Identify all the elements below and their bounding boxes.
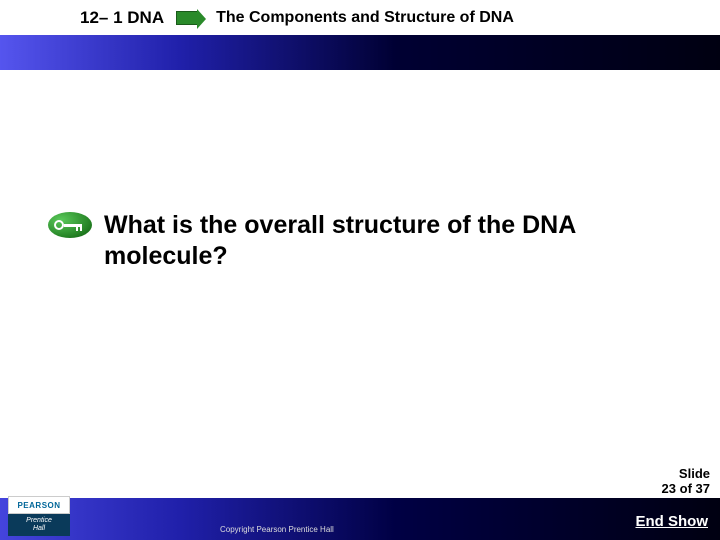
slide-counter: Slide 23 of 37 — [0, 464, 720, 498]
content-area: What is the overall structure of the DNA… — [0, 70, 720, 273]
gradient-divider — [0, 35, 720, 70]
slide-prefix: Slide — [679, 466, 710, 481]
slide-of: of — [680, 481, 692, 496]
arrow-right-icon — [176, 11, 198, 25]
slide-total: 37 — [696, 481, 710, 496]
publisher-logo: PEARSON Prentice Hall — [8, 496, 70, 536]
logo-bottom-text: Prentice Hall — [8, 514, 70, 536]
end-show-button[interactable]: End Show — [636, 513, 709, 530]
section-label: 12– 1 DNA — [80, 8, 164, 28]
logo-top-text: PEARSON — [8, 496, 70, 514]
section-title: The Components and Structure of DNA — [216, 9, 514, 27]
header: 12– 1 DNA The Components and Structure o… — [0, 0, 720, 35]
key-icon — [48, 212, 92, 238]
copyright-text: Copyright Pearson Prentice Hall — [220, 525, 334, 534]
footer: Slide 23 of 37 PEARSON Prentice Hall Cop… — [0, 464, 720, 540]
bottom-bar: PEARSON Prentice Hall Copyright Pearson … — [0, 498, 720, 540]
question-text: What is the overall structure of the DNA… — [104, 210, 664, 273]
slide-current: 23 — [662, 481, 676, 496]
